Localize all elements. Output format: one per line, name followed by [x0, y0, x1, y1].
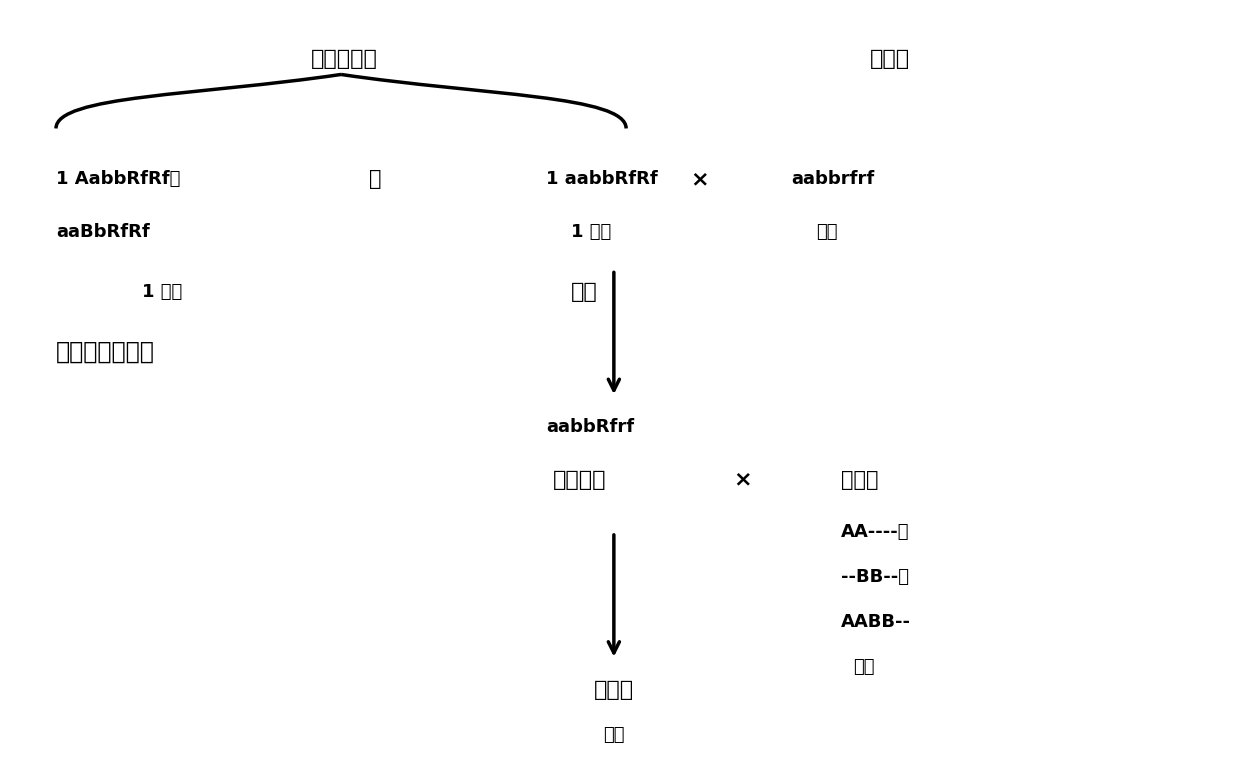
Text: 1 可育: 1 可育 — [141, 283, 182, 301]
Text: 1 AabbRfRf或: 1 AabbRfRf或 — [56, 170, 180, 189]
Text: 可育: 可育 — [816, 223, 838, 241]
Text: 临近开花前拔除: 临近开花前拔除 — [56, 340, 155, 364]
Text: 可育: 可育 — [853, 658, 874, 676]
Text: aaBbRfRf: aaBbRfRf — [56, 223, 150, 241]
Text: aabbrfrf: aabbrfrf — [791, 170, 875, 189]
Text: ×: × — [691, 170, 709, 189]
Text: AABB--: AABB-- — [841, 613, 910, 631]
Text: ×: × — [733, 470, 751, 490]
Text: aabbRfrf: aabbRfrf — [547, 418, 635, 436]
Text: 恢复系: 恢复系 — [841, 470, 878, 490]
Text: 纯合两型系: 纯合两型系 — [311, 50, 377, 70]
Text: --BB--或: --BB--或 — [841, 568, 909, 586]
Text: 杂交种: 杂交种 — [594, 679, 634, 700]
Text: ：: ： — [368, 170, 381, 189]
Text: 可育: 可育 — [603, 726, 625, 743]
Text: 临保系: 临保系 — [869, 50, 910, 70]
Text: 保留: 保留 — [570, 282, 598, 302]
Text: 全不育系: 全不育系 — [553, 470, 606, 490]
Text: AA----或: AA----或 — [841, 523, 909, 541]
Text: 1 aabbRfRf: 1 aabbRfRf — [547, 170, 658, 189]
Text: 1 不育: 1 不育 — [570, 223, 611, 241]
